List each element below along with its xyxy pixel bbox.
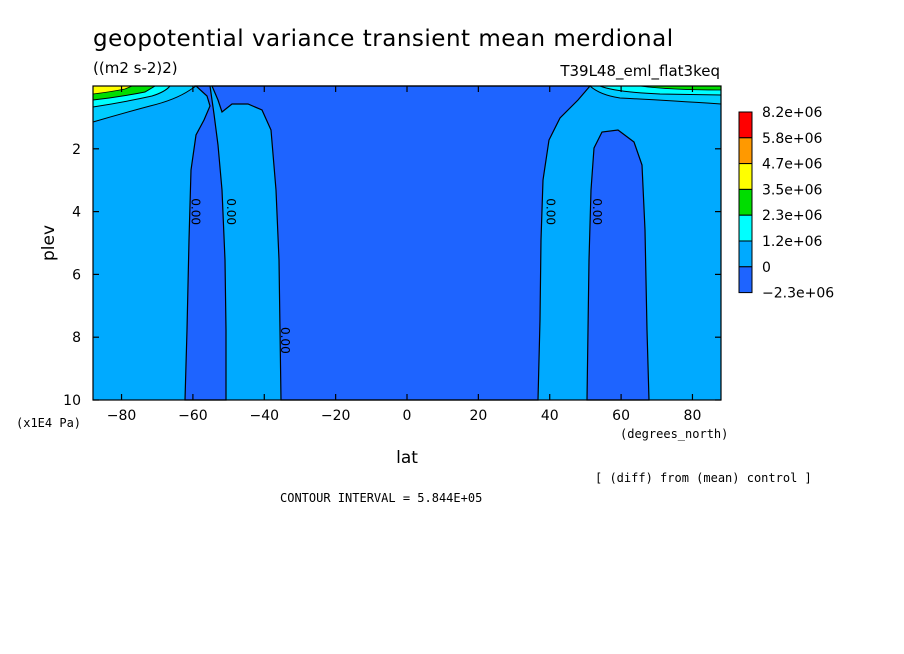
x-tick-label: 60 [612,408,630,424]
contour-label: 0.00 [278,327,292,354]
run-name: T39L48_eml_flat3keq [559,62,720,81]
footnote: [ (diff) from (mean) control ] [595,471,812,485]
legend-swatch [738,111,753,139]
negative-nh-band [586,129,650,401]
legend-swatch [738,163,753,190]
x-tick-label: 40 [541,408,559,424]
legend-label: 1.2e+06 [762,234,823,250]
x-tick-label: −80 [107,408,137,424]
x-tick-label: −60 [178,408,208,424]
contour-label: 0.00 [224,198,238,225]
legend-swatch [738,266,753,294]
chart-units: ((m2 s-2)2) [93,59,178,77]
x-tick-label: −40 [249,408,279,424]
chart-title: geopotential variance transient mean mer… [93,26,674,52]
y-tick-label: 4 [72,205,81,221]
x-tick-label: −20 [321,408,351,424]
contour-label: 0.00 [189,198,203,225]
legend-label: 8.2e+06 [762,105,823,121]
y-tick-label: 6 [72,267,81,283]
x-axis-units: (degrees_north) [620,427,728,441]
y-axis-units: (x1E4 Pa) [16,416,81,430]
legend-swatch [738,214,753,242]
legend-label: −2.3e+06 [762,286,834,302]
legend-swatch [738,137,753,165]
legend-label: 0 [762,260,771,276]
x-axis-title: lat [396,448,418,468]
y-tick-label: 8 [72,330,81,346]
legend-label: 2.3e+06 [762,208,823,224]
legend-label: 5.8e+06 [762,131,823,147]
y-axis-title: plev [39,225,59,261]
y-tick-label: 10 [63,393,81,409]
x-axis: −80 −60 −40 −20 0 20 40 60 80 [107,86,702,424]
legend-swatch [738,188,753,216]
legend-swatch [738,240,753,268]
contour-label: 0.00 [544,198,558,225]
x-tick-label: 20 [469,408,487,424]
x-tick-label: 0 [403,408,412,424]
x-tick-label: 80 [684,408,702,424]
contour-labels: 0.00 0.00 0.00 0.00 0.00 [189,198,604,353]
negative-center [211,85,592,401]
y-axis: 2 4 6 8 10 [63,142,721,409]
contour-interval: CONTOUR INTERVAL = 5.844E+05 [280,491,482,505]
plot-area [92,85,722,401]
contour-label: 0.00 [590,198,604,225]
legend: 8.2e+06 5.8e+06 4.7e+06 3.5e+06 2.3e+06 1.2e+… [738,105,834,302]
legend-label: 3.5e+06 [762,182,823,198]
legend-label: 4.7e+06 [762,157,823,173]
y-tick-label: 2 [72,142,81,158]
